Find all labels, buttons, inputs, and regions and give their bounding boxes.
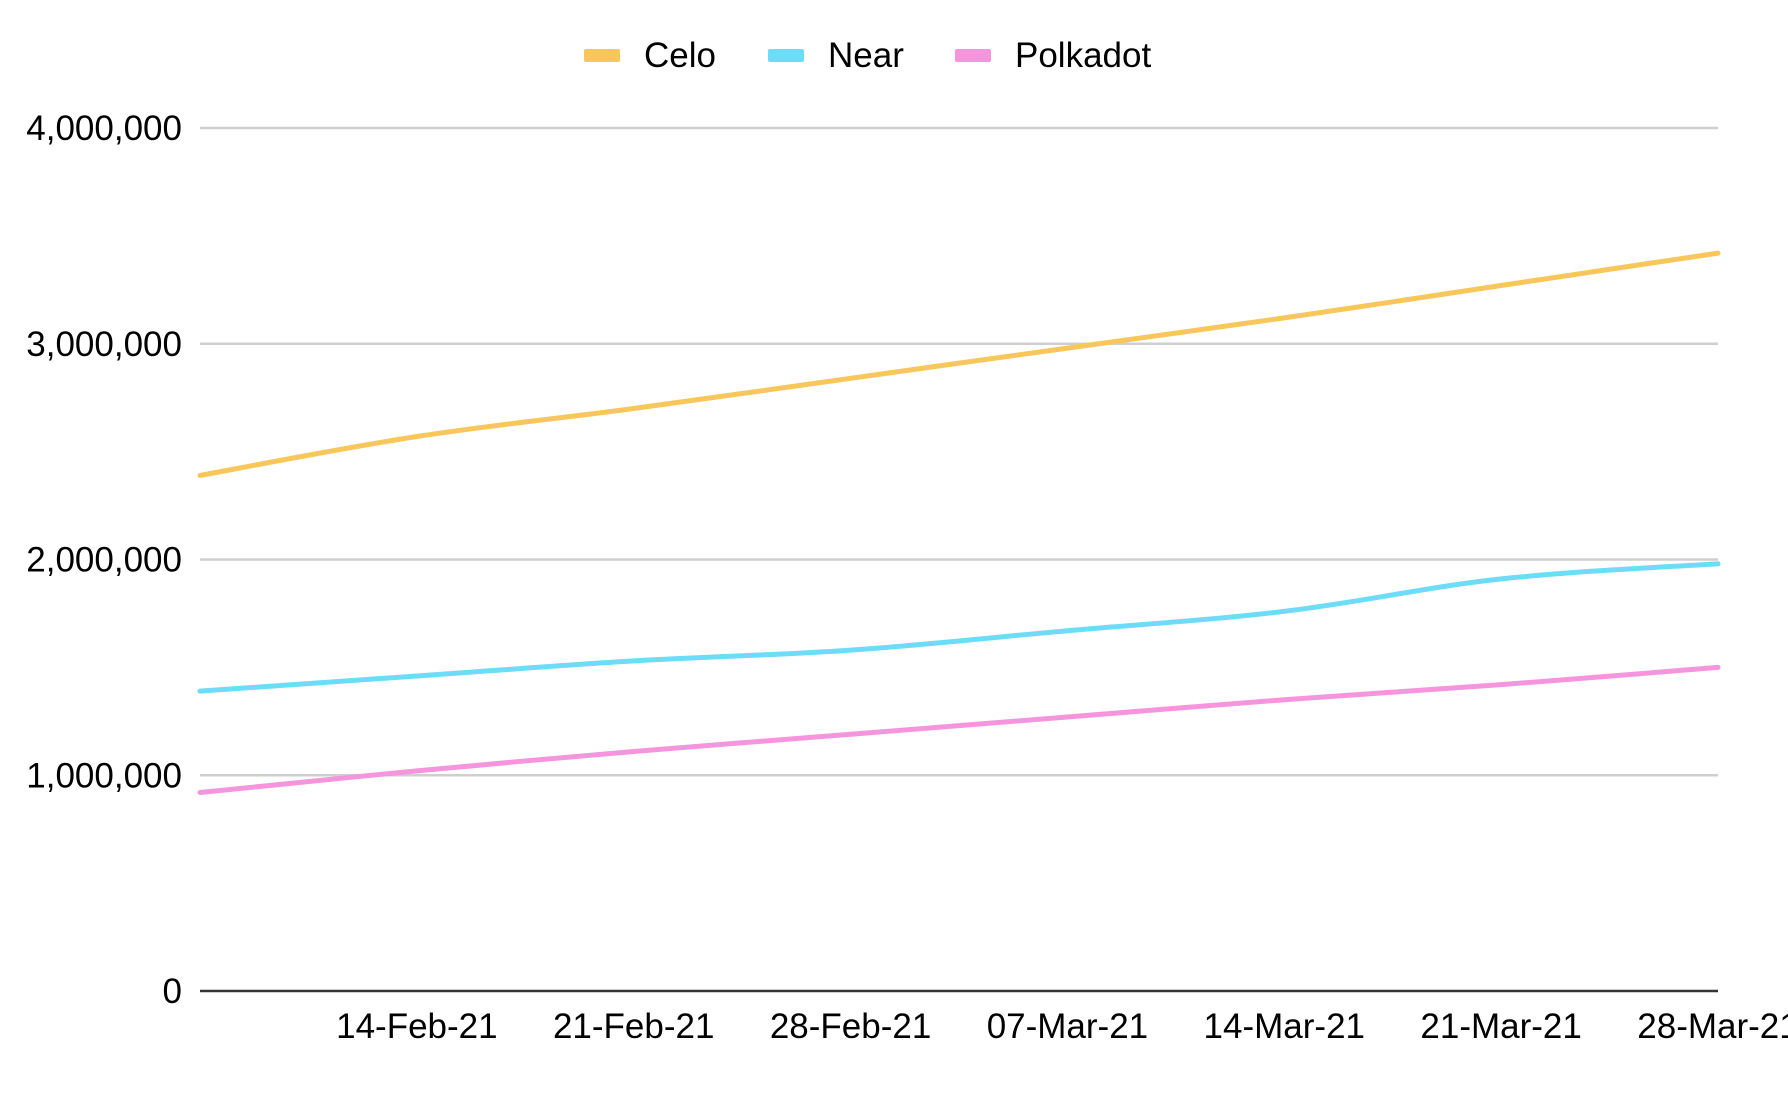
legend-swatch [584, 49, 620, 62]
legend-item-celo[interactable]: Celo [584, 36, 716, 75]
y-tick-label: 1,000,000 [26, 756, 182, 795]
x-tick-label: 21-Feb-21 [553, 1007, 714, 1046]
y-axis: 0 1,000,000 2,000,000 3,000,000 4,000,000 [26, 109, 182, 1011]
legend-swatch [955, 49, 991, 62]
legend-label: Near [828, 36, 904, 75]
gridlines [200, 126, 1718, 777]
legend-swatch [768, 49, 804, 62]
x-tick-label: 14-Feb-21 [336, 1007, 497, 1046]
legend-item-near[interactable]: Near [768, 36, 904, 75]
legend-label: Polkadot [1015, 36, 1151, 75]
x-tick-label: 21-Mar-21 [1420, 1007, 1581, 1046]
x-tick-label: 07-Mar-21 [987, 1007, 1148, 1046]
series-lines [197, 250, 1721, 795]
x-tick-label: 28-Feb-21 [770, 1007, 931, 1046]
x-tick-label: 28-Mar-21 [1637, 1007, 1788, 1046]
series-line-polkadot [197, 664, 1721, 795]
y-tick-label: 0 [163, 972, 182, 1011]
legend-label: Celo [644, 36, 716, 75]
legend-item-polkadot[interactable]: Polkadot [955, 36, 1151, 75]
series-line-near [197, 561, 1721, 694]
y-tick-label: 4,000,000 [26, 109, 182, 148]
series-line-celo [197, 250, 1721, 478]
legend: Celo Near Polkadot [584, 36, 1151, 75]
x-tick-label: 14-Mar-21 [1204, 1007, 1365, 1046]
x-axis: 14-Feb-21 21-Feb-21 28-Feb-21 07-Mar-21 14-M… [200, 989, 1788, 1046]
y-tick-label: 3,000,000 [26, 325, 182, 364]
y-tick-label: 2,000,000 [26, 541, 182, 580]
